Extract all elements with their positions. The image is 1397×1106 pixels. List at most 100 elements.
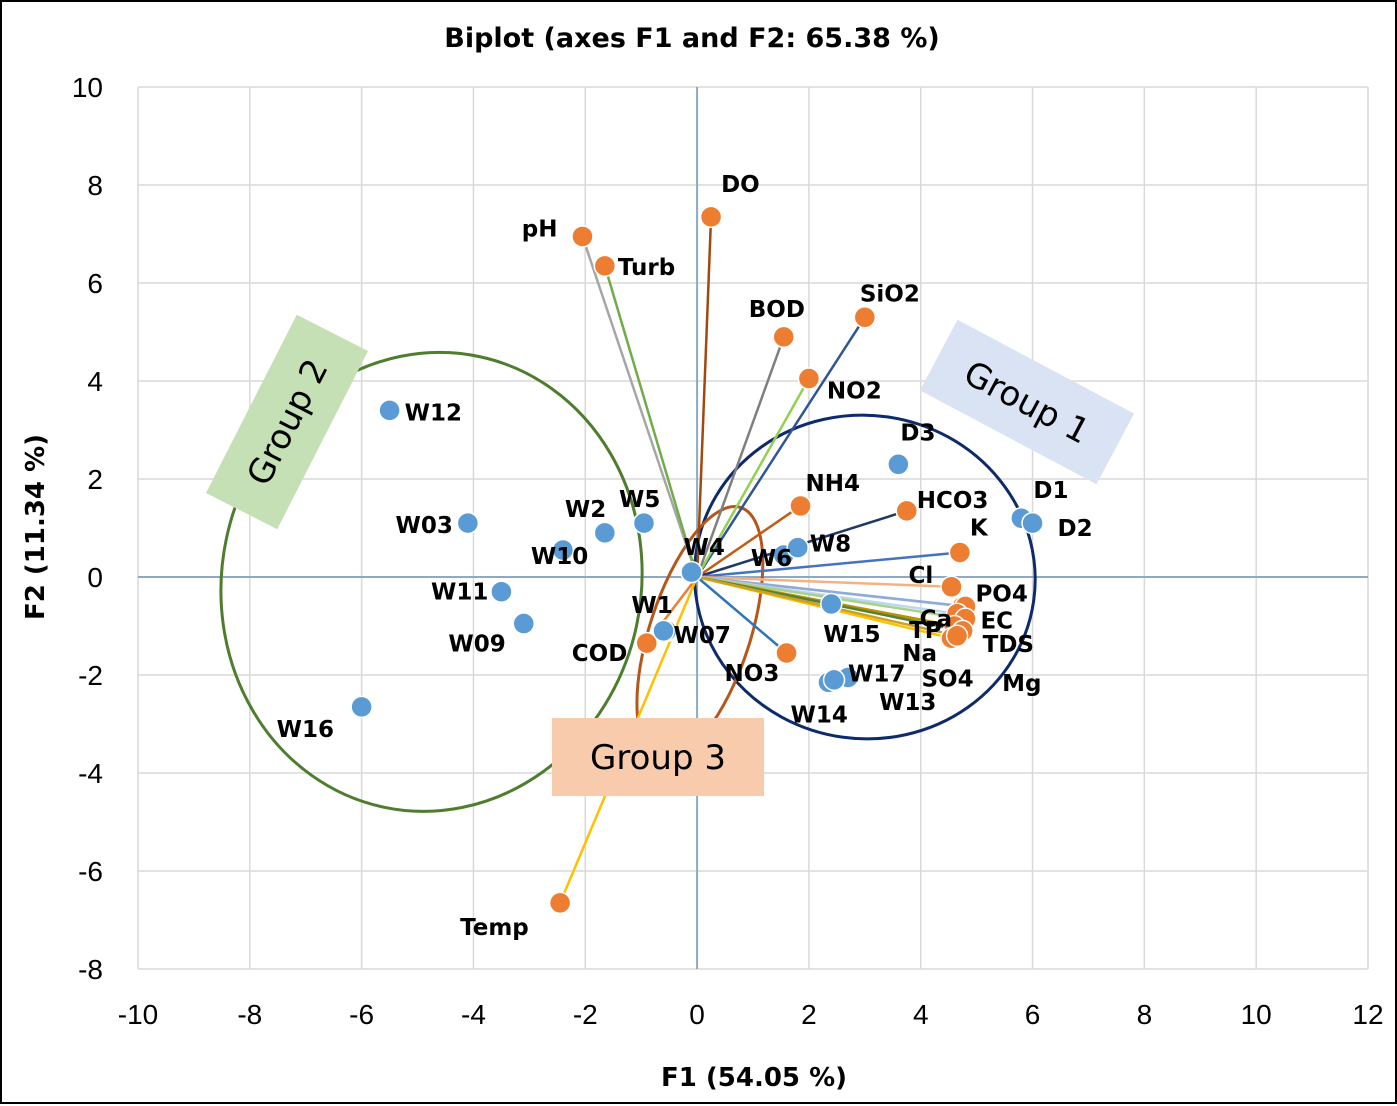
variable-label: Temp: [460, 915, 529, 941]
x-tick-label: -2: [573, 999, 598, 1030]
y-tick-label: -6: [78, 856, 103, 887]
x-tick-label: 6: [1025, 999, 1041, 1030]
group-label-box: Group 2: [205, 314, 369, 530]
observation-label: W6: [751, 546, 792, 572]
observation-label: W17: [848, 661, 905, 687]
observation-label: W10: [531, 544, 588, 570]
vector-line: [695, 336, 785, 578]
observation-label: W14: [790, 702, 847, 728]
observation-label: D3: [900, 420, 935, 446]
variable-label: Mg: [1002, 671, 1041, 697]
observation-label: W4: [684, 535, 725, 561]
x-tick-label: 0: [689, 999, 705, 1030]
variable-point: [948, 541, 972, 564]
variable-label: K: [970, 516, 989, 542]
y-axis-title: F2 (11.34 %): [21, 434, 51, 620]
y-tick-label: 8: [87, 170, 103, 201]
y-tick-label: -2: [78, 660, 103, 691]
observation-point: [593, 521, 617, 545]
x-tick-label: 4: [913, 999, 929, 1030]
observation-point: [822, 668, 846, 692]
observation-point: [632, 511, 656, 535]
variable-point: [797, 367, 821, 390]
x-axis-title: F1 (54.05 %): [661, 1063, 847, 1093]
variable-label: BOD: [749, 297, 805, 323]
x-tick-label: 12: [1352, 999, 1383, 1030]
observation-point: [378, 399, 401, 422]
vector-line: [581, 236, 699, 578]
variable-label: SiO2: [860, 281, 920, 307]
variable-label: EC: [980, 609, 1013, 635]
variable-point: [775, 641, 798, 665]
variable-label: Turb: [618, 255, 675, 281]
variable-label: HCO3: [917, 488, 989, 514]
variable-label: NH4: [806, 471, 861, 497]
observation-label: W12: [405, 400, 462, 426]
variable-point: [945, 624, 969, 648]
group-label-background: [552, 718, 764, 796]
vector-line: [696, 504, 802, 579]
observation-point: [512, 612, 536, 635]
x-tick-label: -4: [461, 999, 486, 1030]
observation-point: [680, 560, 703, 584]
vector-line: [696, 575, 966, 608]
y-tick-label: 4: [87, 366, 103, 397]
x-tick-label: -8: [237, 999, 262, 1030]
vector-line: [695, 216, 713, 578]
observation-label: W07: [674, 623, 731, 649]
y-tick-label: 6: [87, 268, 103, 299]
data-points: [350, 205, 1044, 915]
vector-line: [697, 575, 952, 589]
variable-label: Cl: [908, 563, 933, 589]
observation-point: [786, 536, 809, 559]
y-tick-label: -4: [78, 758, 103, 789]
variable-point: [548, 891, 572, 915]
observation-label: W8: [810, 532, 851, 558]
vector-line: [696, 551, 960, 579]
group-ellipse: [219, 350, 644, 813]
x-tick-label: 2: [801, 999, 817, 1030]
variable-label: TDS: [983, 632, 1034, 658]
variable-label: SO4: [921, 666, 973, 692]
variable-label: pH: [522, 216, 558, 242]
variable-point: [940, 575, 963, 599]
x-tick-label: -10: [118, 999, 158, 1030]
variable-point: [789, 494, 812, 518]
zero-axes: [138, 87, 1368, 969]
x-tick-label: 10: [1241, 999, 1272, 1030]
observation-label: W16: [277, 717, 334, 743]
tick-labels: -10 -8 -6 -4 -2 0 2 4 6 8 10 12 -8 -6 -4 -2 0 2 4 6 8 10: [72, 72, 1384, 1030]
observation-label: W15: [823, 622, 880, 648]
observation-label: D1: [1033, 478, 1068, 504]
group-label-box: Group 3: [552, 718, 764, 796]
observation-point: [350, 695, 373, 719]
group-ellipses: [219, 350, 1037, 813]
observation-label: W2: [565, 497, 606, 523]
vector-line: [696, 377, 810, 578]
y-tick-label: 0: [87, 562, 103, 593]
variable-point: [699, 205, 723, 229]
variable-point: [895, 499, 918, 523]
y-tick-label: -8: [78, 954, 103, 985]
variable-label: PO4: [975, 581, 1027, 607]
observation-point: [1021, 511, 1044, 535]
observation-label: W09: [448, 632, 505, 658]
x-tick-label: -6: [349, 999, 374, 1030]
variable-label: COD: [572, 641, 628, 667]
variable-vectors: [558, 216, 966, 904]
observation-label: W1: [631, 593, 672, 619]
variable-point: [772, 325, 795, 349]
y-tick-label: 10: [72, 72, 103, 103]
vector-line: [696, 316, 866, 578]
y-tick-label: 2: [87, 464, 103, 495]
group-labels: Group 1 Group 2 Group 3: [205, 314, 1135, 796]
group-label-text: Group 3: [590, 738, 726, 778]
observation-point: [820, 592, 843, 616]
x-tick-label: 8: [1137, 999, 1153, 1030]
group-label-background: [205, 314, 369, 530]
vector-line: [603, 265, 699, 578]
variable-point: [571, 225, 594, 248]
observation-label: W13: [879, 690, 936, 716]
